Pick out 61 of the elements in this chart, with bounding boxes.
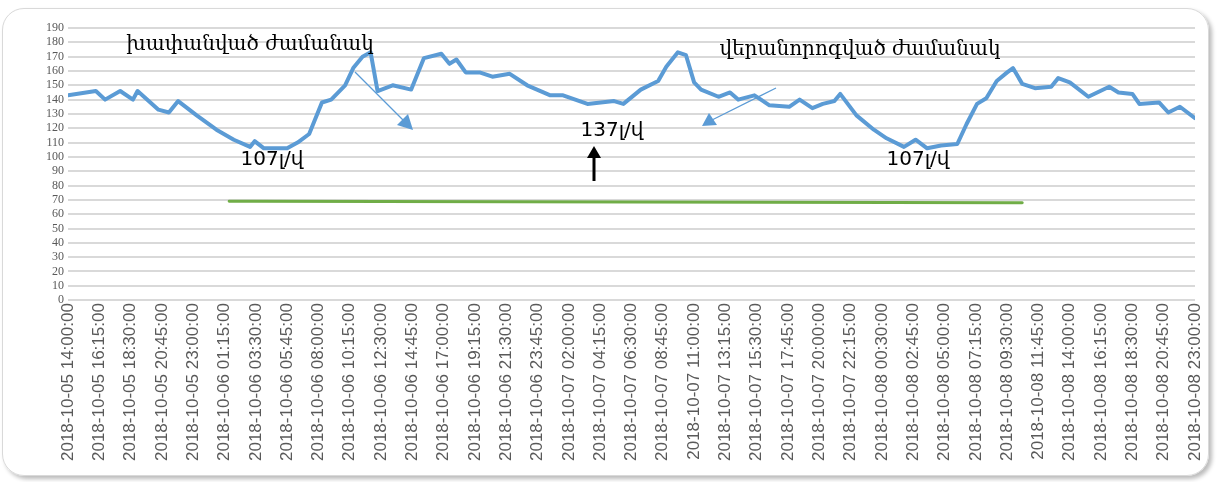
x-tick-label: 2018-10-06 03:30:00: [245, 303, 265, 461]
x-tick-label: 2018-10-05 20:45:00: [151, 303, 171, 461]
x-tick-label: 2018-10-06 21:30:00: [495, 303, 515, 461]
y-tick-label: 160: [46, 63, 64, 78]
x-tick-label: 2018-10-08 14:00:00: [1059, 303, 1079, 461]
y-tick-label: 170: [46, 48, 64, 63]
x-tick-label: 2018-10-08 18:30:00: [1122, 303, 1142, 461]
x-tick-label: 2018-10-07 06:30:00: [621, 303, 641, 461]
y-tick-label: 140: [46, 91, 64, 106]
x-tick-label: 2018-10-06 08:00:00: [308, 303, 328, 461]
x-tick-label: 2018-10-05 18:30:00: [120, 303, 140, 461]
y-tick-label: 110: [46, 134, 64, 149]
x-tick-label: 2018-10-08 05:00:00: [934, 303, 954, 461]
x-tick-label: 2018-10-07 08:45:00: [652, 303, 672, 461]
annotation: վերանորոգված ժամանակ: [719, 36, 1001, 61]
x-tick-label: 2018-10-06 17:00:00: [433, 303, 453, 461]
x-tick-label: 2018-10-06 19:15:00: [464, 303, 484, 461]
y-tick-label: 90: [52, 163, 64, 178]
x-tick-label: 2018-10-05 23:00:00: [182, 303, 202, 461]
annotation: խափանված ժամանակ: [126, 31, 374, 56]
x-tick-label: 2018-10-08 07:15:00: [965, 303, 985, 461]
x-tick-label: 2018-10-06 14:45:00: [402, 303, 422, 461]
y-tick-label: 130: [46, 106, 64, 121]
y-tick-label: 50: [52, 220, 64, 235]
x-tick-label: 2018-10-07 20:00:00: [809, 303, 829, 461]
x-tick-label: 2018-10-06 01:15:00: [214, 303, 234, 461]
x-tick-label: 2018-10-08 20:45:00: [1153, 303, 1173, 461]
x-tick-label: 2018-10-05 16:15:00: [88, 303, 108, 461]
y-tick-label: 100: [46, 149, 64, 164]
x-tick-label: 2018-10-06 05:45:00: [276, 303, 296, 461]
x-tick-label: 2018-10-06 10:15:00: [339, 303, 359, 461]
y-tick-label: 180: [46, 34, 64, 49]
x-tick-label: 2018-10-07 11:00:00: [683, 303, 703, 460]
annotation: 107լ/վ: [886, 146, 950, 171]
x-tick-label: 2018-10-07 04:15:00: [589, 303, 609, 461]
x-tick-label: 2018-10-08 11:45:00: [1028, 303, 1048, 460]
y-tick-label: 30: [52, 249, 64, 264]
x-tick-label: 2018-10-07 13:15:00: [715, 303, 735, 461]
x-tick-label: 2018-10-06 23:45:00: [527, 303, 547, 461]
x-tick-label: 2018-10-07 15:30:00: [746, 303, 766, 461]
x-tick-label: 2018-10-05 14:00:00: [57, 303, 77, 461]
x-tick-label: 2018-10-07 22:15:00: [840, 303, 860, 461]
x-tick-label: 2018-10-07 02:00:00: [558, 303, 578, 461]
y-tick-label: 60: [52, 206, 64, 221]
y-tick-label: 120: [46, 120, 64, 135]
y-tick-label: 190: [46, 20, 64, 35]
x-tick-label: 2018-10-08 16:15:00: [1090, 303, 1110, 461]
y-tick-label: 20: [52, 263, 64, 278]
x-tick-label: 2018-10-08 23:00:00: [1184, 303, 1204, 461]
y-tick-label: 40: [52, 235, 64, 250]
x-tick-label: 2018-10-08 00:30:00: [871, 303, 891, 461]
x-tick-label: 2018-10-06 12:30:00: [370, 303, 390, 461]
annotation: 107լ/վ: [240, 146, 304, 171]
annotation: 137լ/վ: [580, 117, 644, 142]
y-tick-label: 10: [52, 277, 64, 292]
y-tick-label: 70: [52, 192, 64, 207]
y-tick-label: 150: [46, 77, 64, 92]
y-tick-label: 80: [52, 177, 64, 192]
x-tick-label: 2018-10-07 17:45:00: [777, 303, 797, 461]
x-tick-label: 2018-10-08 09:30:00: [996, 303, 1016, 461]
x-tick-label: 2018-10-08 02:45:00: [902, 303, 922, 461]
